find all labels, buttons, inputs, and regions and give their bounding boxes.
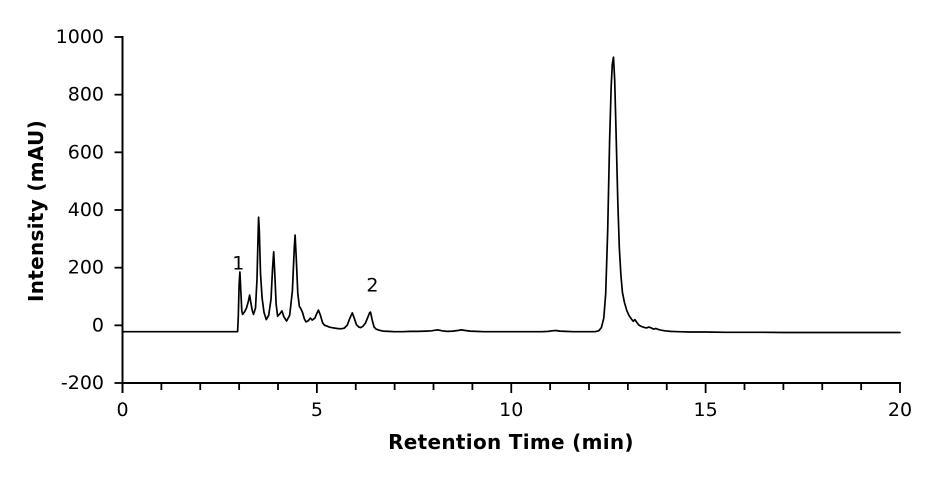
y-tick-label: 0 bbox=[92, 314, 104, 336]
y-tick-label: 600 bbox=[68, 141, 104, 163]
y-axis-title: Intensity (mAU) bbox=[24, 120, 48, 302]
chromatogram-trace bbox=[121, 56, 901, 334]
x-tick-label: 15 bbox=[694, 399, 718, 421]
x-axis-title: Retention Time (min) bbox=[388, 430, 634, 454]
y-tick-label: 1000 bbox=[56, 26, 104, 48]
peak-label-2: 2 bbox=[366, 275, 378, 297]
y-tick-label: -200 bbox=[61, 372, 104, 394]
y-tick-label: 400 bbox=[68, 199, 104, 221]
x-tick-label: 20 bbox=[888, 399, 912, 421]
x-tick-label: 0 bbox=[116, 399, 128, 421]
chart-generated-layer: -200 0 200 400 600 800 1000 0 5 10 15 20 1 2 bbox=[56, 26, 912, 421]
y-tick-label: 800 bbox=[68, 84, 104, 106]
y-tick-label: 200 bbox=[68, 257, 104, 279]
x-tick-label: 5 bbox=[311, 399, 323, 421]
x-tick-label: 10 bbox=[499, 399, 523, 421]
peak-label-1: 1 bbox=[232, 252, 244, 274]
